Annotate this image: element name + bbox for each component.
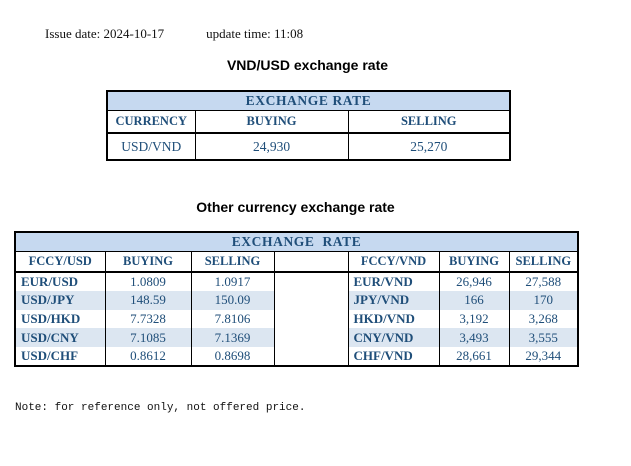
- other-currency-exchange-rate-table: EXCHANGE RATE FCCY/USD BUYING SELLING FC…: [14, 231, 580, 367]
- selling-rate-cell: 29,344: [508, 347, 579, 366]
- fccy-vnd-column-header: FCCY/VND: [347, 250, 440, 273]
- selling-rate-cell: 27,588: [508, 272, 579, 291]
- selling-rate-cell: 150.09: [190, 290, 275, 310]
- currency-pair-cell: USD/VND: [106, 133, 196, 160]
- buying-rate-cell: 3,192: [438, 309, 510, 329]
- buying-rate-cell: 148.59: [104, 290, 192, 310]
- currency-pair-cell: USD/CHF: [14, 347, 106, 366]
- fccy-usd-column-header: FCCY/USD: [14, 250, 106, 273]
- spacer-cell: [273, 328, 349, 348]
- issue-date-line: Issue date: 2024-10-17 update time: 11:08: [45, 26, 303, 42]
- update-time-value: 11:08: [274, 26, 304, 41]
- table-row: USD/HKD 7.7328 7.8106 HKD/VND 3,192 3,26…: [14, 309, 579, 329]
- selling-rate-cell: 3,268: [508, 309, 579, 329]
- update-time-label: update time:: [206, 26, 271, 41]
- table-row: USD/CNY 7.1085 7.1369 CNY/VND 3,493 3,55…: [14, 328, 579, 348]
- exchange-rate-band-title: EXCHANGE RATE: [106, 90, 511, 111]
- selling-column-header: SELLING: [347, 109, 511, 134]
- currency-pair-cell: HKD/VND: [347, 309, 440, 329]
- currency-pair-cell: CHF/VND: [347, 347, 440, 366]
- currency-pair-cell: EUR/USD: [14, 272, 106, 291]
- other-table-title: Other currency exchange rate: [196, 199, 395, 215]
- buying-rate-cell: 26,946: [438, 272, 510, 291]
- buying-rate-cell: 7.7328: [104, 309, 192, 329]
- currency-pair-cell: USD/CNY: [14, 328, 106, 348]
- table-row: EUR/USD 1.0809 1.0917 EUR/VND 26,946 27,…: [14, 272, 579, 291]
- buying-rate-cell: 0.8612: [104, 347, 192, 366]
- currency-pair-cell: USD/HKD: [14, 309, 106, 329]
- currency-pair-cell: EUR/VND: [347, 272, 440, 291]
- spacer-cell: [273, 309, 349, 329]
- buying-column-header: BUYING: [438, 250, 510, 273]
- table-band-row: EXCHANGE RATE: [106, 90, 511, 111]
- selling-column-header: SELLING: [508, 250, 579, 273]
- table-band-row: EXCHANGE RATE: [14, 231, 579, 252]
- selling-rate-cell: 170: [508, 290, 579, 310]
- spacer-cell: [273, 347, 349, 366]
- buying-column-header: BUYING: [104, 250, 192, 273]
- currency-pair-cell: CNY/VND: [347, 328, 440, 348]
- spacer-cell: [273, 272, 349, 291]
- buying-rate-cell: 1.0809: [104, 272, 192, 291]
- table-header-row: CURRENCY BUYING SELLING: [106, 109, 511, 134]
- reference-note: Note: for reference only, not offered pr…: [15, 402, 306, 414]
- usd-exchange-rate-table: EXCHANGE RATE CURRENCY BUYING SELLING US…: [106, 90, 512, 161]
- buying-rate-cell: 28,661: [438, 347, 510, 366]
- usd-table-title: VND/USD exchange rate: [226, 57, 389, 73]
- selling-rate-cell: 7.1369: [190, 328, 275, 348]
- buying-rate-cell: 24,930: [194, 133, 349, 160]
- issue-date-value: 2024-10-17: [103, 26, 165, 41]
- table-header-row: FCCY/USD BUYING SELLING FCCY/VND BUYING …: [14, 250, 579, 273]
- spacer-cell: [273, 250, 349, 273]
- buying-rate-cell: 7.1085: [104, 328, 192, 348]
- table-row: USD/CHF 0.8612 0.8698 CHF/VND 28,661 29,…: [14, 347, 579, 366]
- issue-date-label: Issue date:: [45, 26, 101, 41]
- selling-rate-cell: 7.8106: [190, 309, 275, 329]
- buying-column-header: BUYING: [194, 109, 349, 134]
- selling-rate-cell: 3,555: [508, 328, 579, 348]
- selling-rate-cell: 1.0917: [190, 272, 275, 291]
- table-row: USD/VND 24,930 25,270: [106, 133, 511, 160]
- exchange-rate-band-title: EXCHANGE RATE: [14, 231, 579, 252]
- currency-pair-cell: JPY/VND: [347, 290, 440, 310]
- currency-pair-cell: USD/JPY: [14, 290, 106, 310]
- selling-column-header: SELLING: [190, 250, 275, 273]
- selling-rate-cell: 25,270: [347, 133, 511, 160]
- spacer-cell: [273, 290, 349, 310]
- table-row: USD/JPY 148.59 150.09 JPY/VND 166 170: [14, 290, 579, 310]
- currency-column-header: CURRENCY: [106, 109, 196, 134]
- buying-rate-cell: 166: [438, 290, 510, 310]
- selling-rate-cell: 0.8698: [190, 347, 275, 366]
- buying-rate-cell: 3,493: [438, 328, 510, 348]
